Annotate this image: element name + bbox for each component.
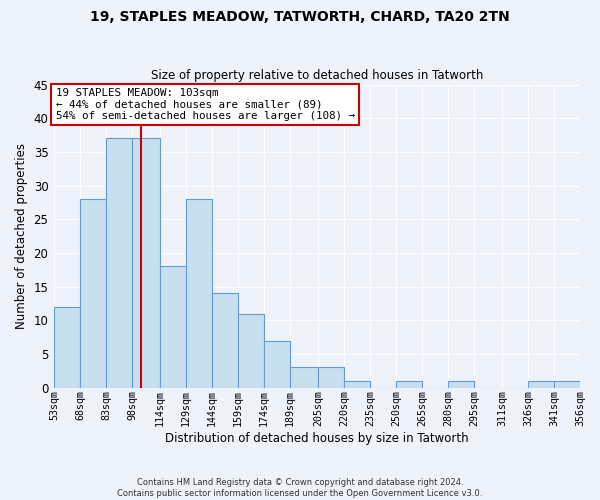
Bar: [290, 368, 318, 388]
Bar: [160, 266, 186, 388]
Bar: [448, 381, 474, 388]
Text: 19 STAPLES MEADOW: 103sqm
← 44% of detached houses are smaller (89)
54% of semi-: 19 STAPLES MEADOW: 103sqm ← 44% of detac…: [56, 88, 355, 121]
Bar: [106, 138, 132, 388]
Bar: [212, 294, 238, 388]
Bar: [396, 381, 422, 388]
Bar: [186, 199, 212, 388]
Bar: [238, 314, 264, 388]
Bar: [54, 307, 80, 388]
Text: Contains HM Land Registry data © Crown copyright and database right 2024.
Contai: Contains HM Land Registry data © Crown c…: [118, 478, 482, 498]
Bar: [554, 381, 580, 388]
Bar: [318, 368, 344, 388]
Bar: [528, 381, 554, 388]
Bar: [132, 138, 160, 388]
Bar: [344, 381, 370, 388]
Title: Size of property relative to detached houses in Tatworth: Size of property relative to detached ho…: [151, 69, 483, 82]
Y-axis label: Number of detached properties: Number of detached properties: [15, 143, 28, 329]
Text: 19, STAPLES MEADOW, TATWORTH, CHARD, TA20 2TN: 19, STAPLES MEADOW, TATWORTH, CHARD, TA2…: [90, 10, 510, 24]
X-axis label: Distribution of detached houses by size in Tatworth: Distribution of detached houses by size …: [165, 432, 469, 445]
Bar: [264, 340, 290, 388]
Bar: [80, 199, 106, 388]
